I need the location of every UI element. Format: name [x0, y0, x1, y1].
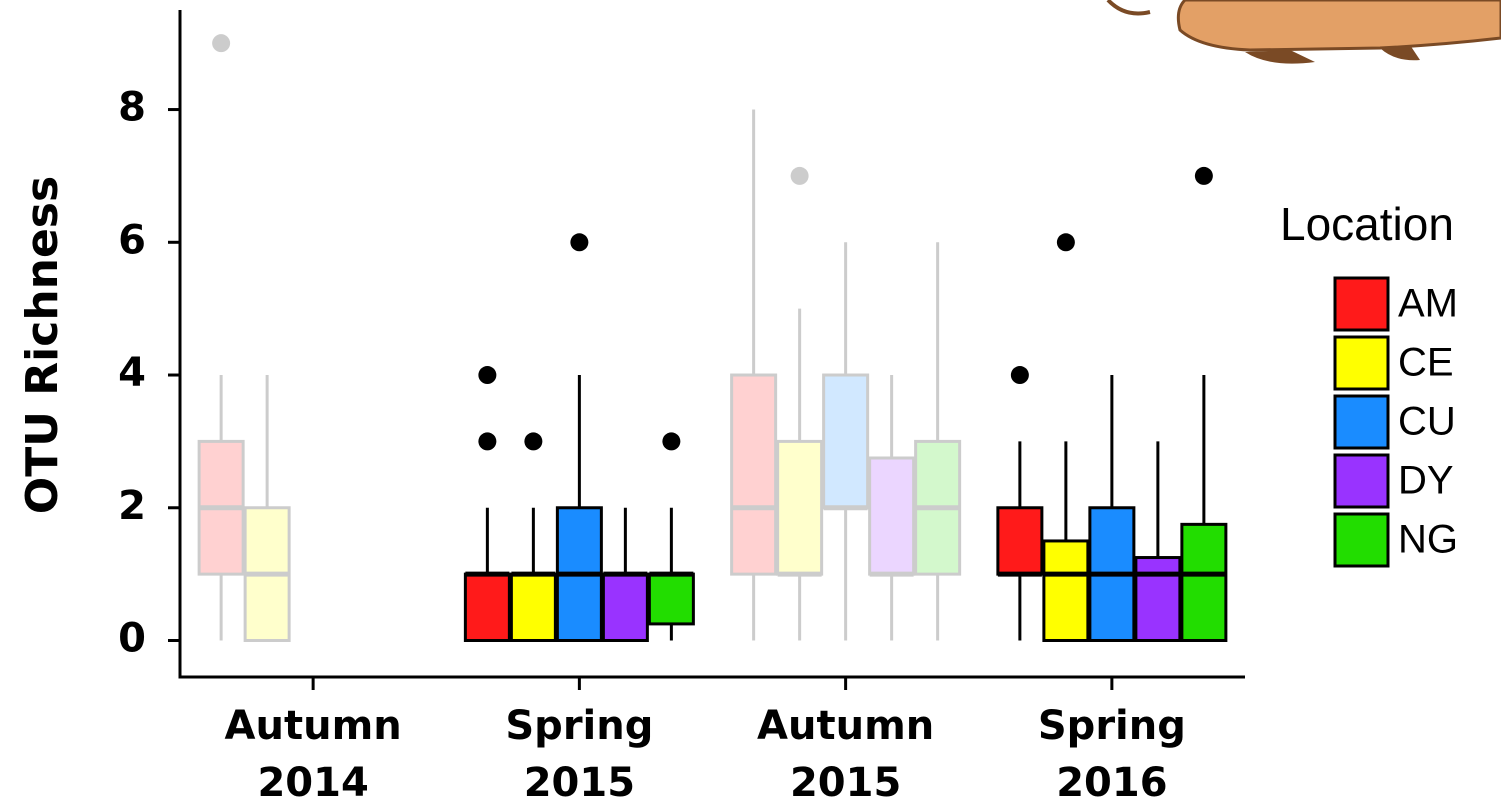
- legend-label: NG: [1398, 518, 1458, 562]
- box: [647, 572, 695, 626]
- outlier: [478, 432, 497, 451]
- box: [776, 439, 824, 576]
- x-tick-label: Spring: [505, 703, 653, 749]
- mouse-illustration: [1106, 0, 1501, 64]
- box: [730, 373, 778, 576]
- y-tick-label: 0: [118, 615, 146, 661]
- box: [868, 456, 916, 576]
- outlier: [662, 432, 681, 451]
- legend-label: CE: [1398, 341, 1454, 385]
- legend-swatch: [1333, 453, 1390, 509]
- x-tick-label: 2015: [524, 760, 635, 806]
- legend-label: AM: [1398, 282, 1458, 326]
- legend-label: CU: [1398, 400, 1456, 444]
- outlier: [790, 166, 809, 185]
- outlier: [1056, 233, 1075, 252]
- box: [1042, 539, 1090, 642]
- x-tick-label: 2015: [790, 760, 901, 806]
- y-tick-label: 6: [118, 217, 146, 263]
- legend-label: DY: [1398, 459, 1454, 503]
- box: [1180, 522, 1228, 642]
- outlier: [570, 233, 589, 252]
- legend-title: Location: [1280, 198, 1454, 250]
- x-tick-label: Autumn: [225, 703, 402, 749]
- outlier: [1010, 366, 1029, 385]
- y-tick-label: 2: [118, 483, 146, 529]
- x-tick-label: Spring: [1038, 703, 1186, 749]
- box: [463, 572, 511, 642]
- legend-swatch: [1333, 512, 1390, 568]
- legend-swatch: [1333, 394, 1390, 450]
- outlier: [478, 366, 497, 385]
- box: [996, 506, 1044, 576]
- x-tick-label: 2014: [257, 760, 368, 806]
- y-tick-label: 4: [118, 350, 146, 396]
- outlier: [212, 34, 231, 53]
- box: [601, 572, 649, 642]
- outlier: [1194, 166, 1213, 185]
- legend-swatch: [1333, 335, 1390, 391]
- x-tick-label: Autumn: [757, 703, 934, 749]
- y-tick-label: 8: [118, 85, 146, 131]
- outlier: [524, 432, 543, 451]
- box: [509, 572, 557, 642]
- legend-swatch: [1333, 276, 1390, 332]
- box: [1134, 556, 1182, 642]
- y-axis-label: OTU Richness: [17, 176, 68, 514]
- box: [822, 373, 870, 510]
- x-tick-label: 2016: [1056, 760, 1167, 806]
